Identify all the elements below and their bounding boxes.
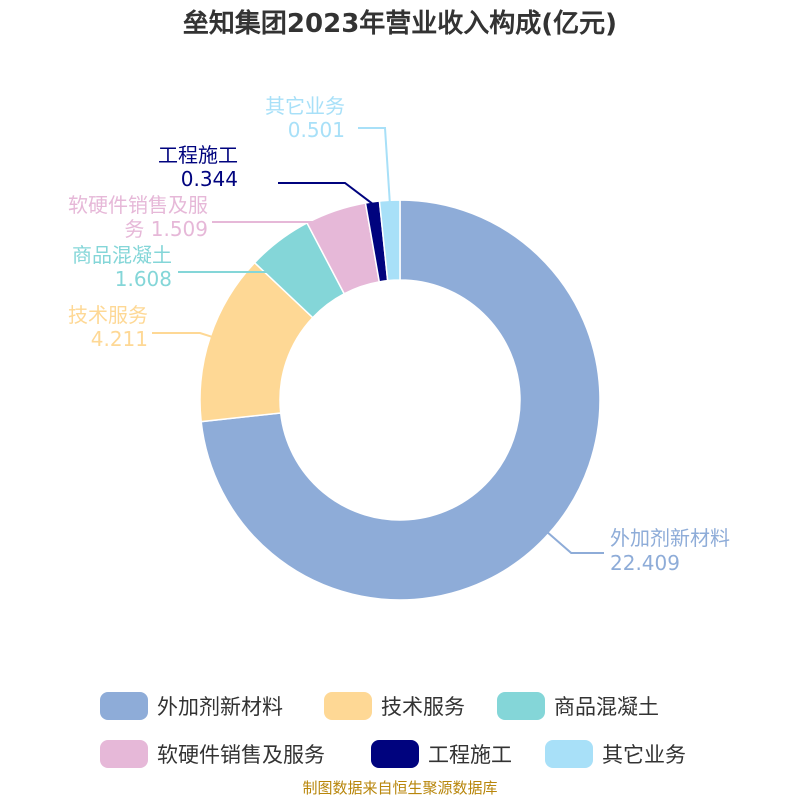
legend-label-0[interactable]: 外加剂新材料 <box>157 695 283 719</box>
legend-label-4[interactable]: 工程施工 <box>428 743 512 767</box>
leader-line-2 <box>178 242 282 273</box>
legend-swatch-4[interactable] <box>371 740 419 768</box>
legend-label-1[interactable]: 技术服务 <box>381 695 465 719</box>
chart-title: 垒知集团2023年营业收入构成(亿元) <box>183 8 617 39</box>
source-note: 制图数据来自恒生聚源数据库 <box>302 779 497 797</box>
slice-label-name-3: 软硬件销售及服 <box>68 193 208 217</box>
legend-swatch-3[interactable] <box>100 740 148 768</box>
slice-5 <box>378 199 401 282</box>
slice-label-value-0: 22.409 <box>610 551 680 575</box>
leader-line-5 <box>358 127 391 203</box>
slice-0 <box>200 199 601 601</box>
leader-line-0 <box>546 531 604 554</box>
slice-label-value-5: 0.501 <box>288 118 345 142</box>
leader-line-4 <box>278 182 374 205</box>
legend-swatch-2[interactable] <box>497 692 545 720</box>
leader-lines <box>152 127 604 554</box>
legend-swatch-1[interactable] <box>324 692 372 720</box>
slices <box>199 199 601 601</box>
legend-label-2[interactable]: 商品混凝土 <box>554 695 659 719</box>
slice-label-name-5: 其它业务 <box>265 94 345 118</box>
slice-label-value-3: 务 1.509 <box>124 217 208 241</box>
slice-label-value-1: 4.211 <box>91 327 148 351</box>
slice-label-name-1: 技术服务 <box>68 303 148 327</box>
slice-label-name-4: 工程施工 <box>158 143 238 167</box>
leader-line-3 <box>212 212 338 223</box>
leader-line-1 <box>152 332 213 338</box>
slice-label-name-0: 外加剂新材料 <box>610 526 730 550</box>
legend-label-3[interactable]: 软硬件销售及服务 <box>157 743 325 767</box>
legend-label-5[interactable]: 其它业务 <box>602 743 686 767</box>
slice-label-value-4: 0.344 <box>181 167 238 191</box>
legend-swatch-5[interactable] <box>545 740 593 768</box>
legend-swatch-0[interactable] <box>100 692 148 720</box>
slice-label-value-2: 1.608 <box>115 267 172 291</box>
slice-label-name-2: 商品混凝土 <box>72 243 172 267</box>
